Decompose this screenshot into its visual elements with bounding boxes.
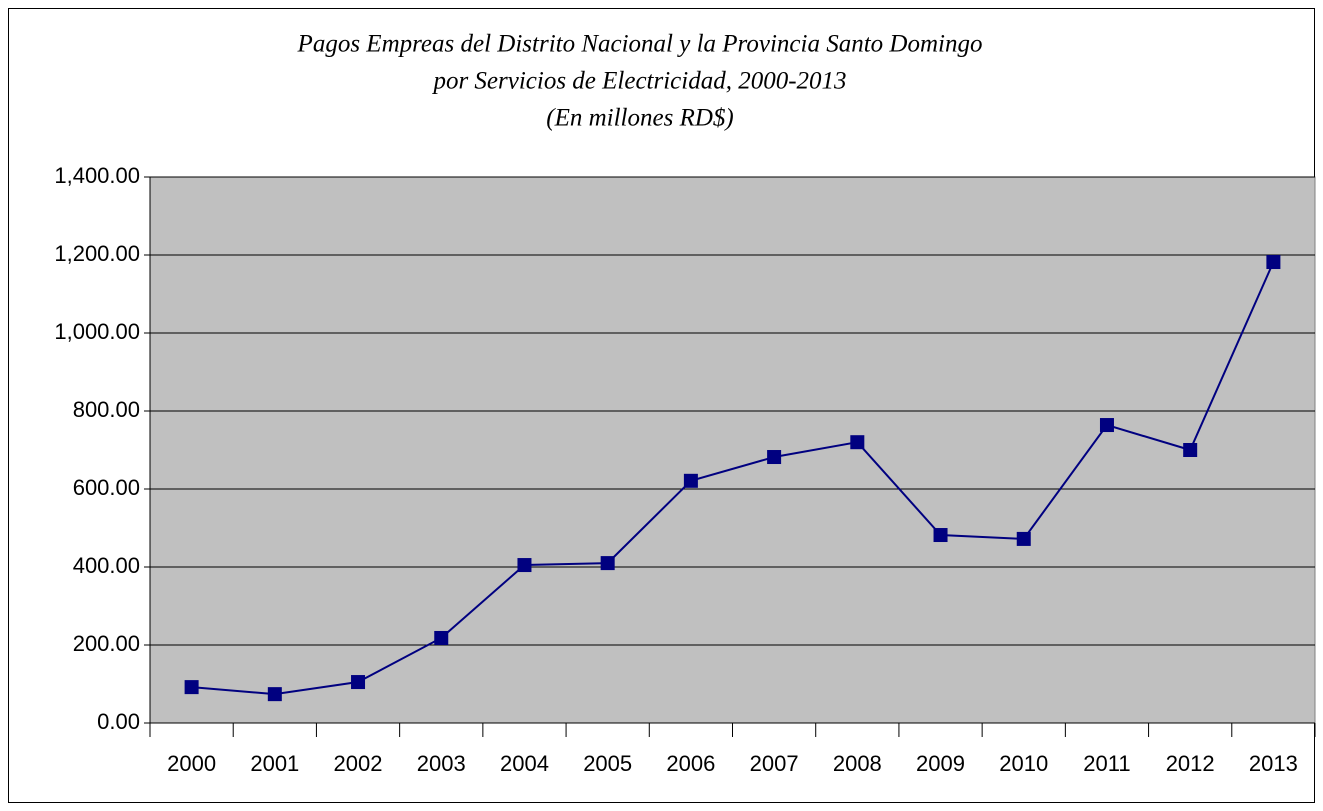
data-point [434, 630, 449, 645]
data-point [1099, 418, 1114, 433]
x-tick-label: 2005 [583, 751, 632, 776]
y-tick-label: 400.00 [73, 553, 140, 578]
x-tick-label: 2011 [1083, 751, 1130, 776]
x-tick-label: 2007 [750, 751, 799, 776]
x-tick-label: 2002 [334, 751, 383, 776]
data-point [600, 556, 615, 571]
chart-title: (En millones RD$) [546, 105, 733, 132]
data-point [351, 675, 366, 690]
data-point [1016, 531, 1031, 546]
data-point [184, 680, 199, 695]
x-tick-label: 2012 [1166, 751, 1215, 776]
chart-title: por Servicios de Electricidad, 2000-2013 [431, 68, 846, 95]
x-tick-label: 2008 [833, 751, 882, 776]
y-tick-label: 600.00 [73, 475, 140, 500]
y-tick-label: 0.00 [97, 709, 140, 734]
x-tick-label: 2010 [999, 751, 1048, 776]
data-point [1183, 443, 1198, 457]
y-tick-label: 1,200.00 [54, 241, 140, 266]
data-point [683, 473, 698, 488]
y-tick-label: 800.00 [73, 397, 140, 422]
y-tick-label: 1,400.00 [54, 163, 140, 188]
x-tick-label: 2004 [500, 751, 549, 776]
data-point [517, 558, 532, 573]
chart-title: Pagos Empreas del Distrito Nacional y la… [297, 31, 983, 58]
data-point [933, 528, 948, 543]
data-point [850, 435, 865, 450]
y-tick-label: 200.00 [73, 631, 140, 656]
x-tick-label: 2006 [666, 751, 715, 776]
y-tick-label: 1,000.00 [54, 319, 140, 344]
data-point [767, 450, 782, 465]
data-point [267, 687, 282, 702]
x-tick-label: 2013 [1249, 751, 1298, 776]
plot-area [149, 176, 1316, 724]
x-tick-label: 2001 [250, 751, 299, 776]
x-tick-label: 2000 [167, 751, 216, 776]
data-line [191, 261, 1275, 696]
x-tick-label: 2003 [417, 751, 466, 776]
data-point [1266, 255, 1281, 270]
x-tick-label: 2009 [916, 751, 965, 776]
